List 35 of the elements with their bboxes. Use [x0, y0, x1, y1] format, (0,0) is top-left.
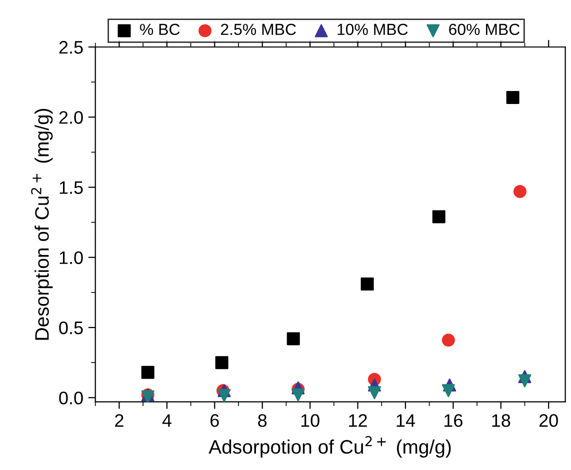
- x-tick-label: 10: [301, 414, 320, 427]
- point: [432, 210, 446, 224]
- legend-label: % BC: [140, 24, 180, 36]
- point: [218, 389, 231, 402]
- y-tick-label: 1.0: [60, 251, 83, 264]
- point: [286, 332, 300, 346]
- y-tick-label: 1.5: [60, 181, 83, 194]
- y-tick-label: 0.5: [59, 321, 83, 334]
- point: [292, 388, 305, 402]
- point: [442, 334, 455, 347]
- y-tick-label: 2.0: [59, 111, 83, 124]
- point: [506, 90, 520, 104]
- legend-label: 60% MBC: [449, 24, 520, 36]
- y-axis-title: Desorption of Cu$^{2+}$ (mg/g): [31, 108, 53, 340]
- x-axis-title: Adsorpotion of Cu$^{2+}$ (mg/g): [208, 436, 451, 458]
- point: [518, 374, 532, 388]
- x-tick-label: 2: [115, 414, 124, 427]
- y-tick-label: 2.5: [59, 40, 83, 54]
- legend-label: 2.5% MBC: [220, 24, 296, 36]
- legend-label: 10% MBC: [338, 24, 408, 36]
- point: [368, 386, 381, 400]
- x-tick-label: 20: [539, 414, 558, 427]
- x-tick-label: 12: [349, 414, 367, 427]
- x-tick-label: 4: [162, 414, 172, 427]
- point: [141, 366, 154, 379]
- x-tick-label: 8: [258, 414, 267, 427]
- x-tick-label: 18: [492, 414, 510, 427]
- point: [360, 278, 374, 291]
- x-tick-label: 14: [396, 414, 415, 427]
- y-tick-label: 0.0: [59, 392, 83, 404]
- point: [442, 384, 455, 398]
- point: [513, 184, 526, 198]
- x-tick-label: 6: [210, 414, 219, 427]
- point: [215, 356, 228, 370]
- x-tick-label: 16: [444, 414, 462, 427]
